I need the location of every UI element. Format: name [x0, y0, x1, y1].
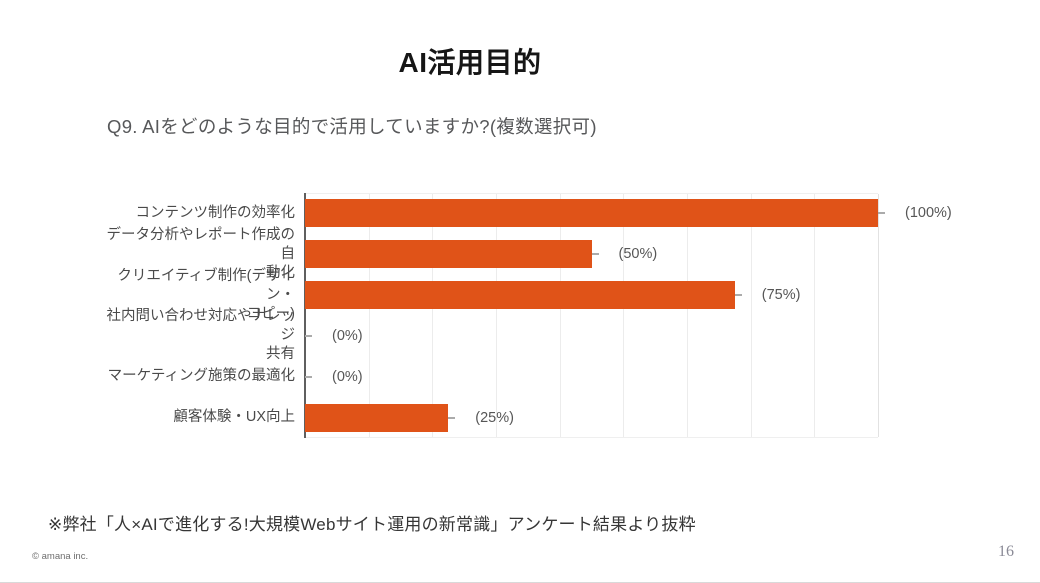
bar — [305, 240, 592, 269]
bar-end-tick — [305, 375, 312, 378]
category-label: クリエイティブ制作(デザイン・ コピー) — [117, 267, 295, 322]
gridline — [496, 194, 497, 437]
chart-row: 顧客体験・UX向上 (25%) — [106, 397, 1026, 438]
bar-end-tick — [878, 212, 885, 215]
chart-row: マーケティング施策の最適化 (0%) — [106, 356, 1026, 397]
category-label: 社内問い合わせ対応やナレッジ 共有 — [106, 308, 296, 363]
bar-end-tick — [448, 416, 456, 419]
chart-row: コンテンツ制作の効率化 (100%) — [106, 193, 1026, 234]
gridline — [559, 194, 561, 437]
bar — [305, 403, 449, 432]
bar-value-label: (100%) — [905, 205, 952, 222]
gridline — [623, 194, 625, 437]
category-label: 顧客体験・UX向上 — [173, 409, 295, 426]
bar-track: (100%) — [305, 193, 952, 234]
chart-row: データ分析やレポート作成の自 動化 (50%) — [106, 227, 1026, 281]
gridline — [750, 194, 752, 437]
bar-value-label: (75%) — [761, 287, 801, 304]
page-number: 16 — [998, 543, 1014, 560]
bar-track: (50%) — [305, 234, 878, 275]
y-axis-line — [304, 193, 306, 438]
plot-area — [305, 193, 879, 438]
bar — [305, 281, 735, 310]
bar-value-label: (25%) — [475, 409, 514, 426]
bar-end-tick — [305, 334, 312, 337]
bar-end-tick — [734, 294, 742, 297]
category-label: データ分析やレポート作成の自 動化 — [106, 226, 296, 281]
bar-track: (75%) — [305, 275, 878, 316]
copyright: © amana inc. — [32, 551, 89, 562]
bar-value-label: (0%) — [332, 327, 363, 344]
category-label: マーケティング施策の最適化 — [107, 368, 295, 385]
gridline — [814, 194, 816, 437]
survey-question: Q9. AIをどのような目的で活用していますか?(複数選択可) — [107, 116, 597, 137]
bar-chart: コンテンツ制作の効率化 (100%) データ分析やレポート作成の自 動化 (50%) ク… — [106, 193, 1026, 438]
gridline — [687, 194, 688, 437]
bar-value-label: (50%) — [618, 246, 658, 263]
bar-value-label: (0%) — [332, 368, 363, 385]
bar-track: (25%) — [305, 397, 878, 438]
gridline — [878, 194, 879, 437]
category-label: コンテンツ制作の効率化 — [135, 204, 296, 221]
chart-row: クリエイティブ制作(デザイン・ コピー) (75%) — [106, 268, 1026, 322]
chart-rows: コンテンツ制作の効率化 (100%) データ分析やレポート作成の自 動化 (50%) ク… — [106, 193, 1026, 438]
gridline — [432, 194, 434, 437]
bar-end-tick — [591, 253, 599, 256]
bar-track: (0%) — [305, 356, 878, 397]
bar — [305, 199, 878, 228]
gridline — [368, 194, 370, 437]
footnote: ※弊社「人×AIで進化する!大規模Webサイト運用の新常識」アンケート結果より抜… — [48, 515, 696, 534]
chart-row: 社内問い合わせ対応やナレッジ 共有 (0%) — [106, 308, 1026, 362]
page-title: AI活用目的 — [398, 47, 542, 78]
bar-track: (0%) — [305, 315, 878, 356]
